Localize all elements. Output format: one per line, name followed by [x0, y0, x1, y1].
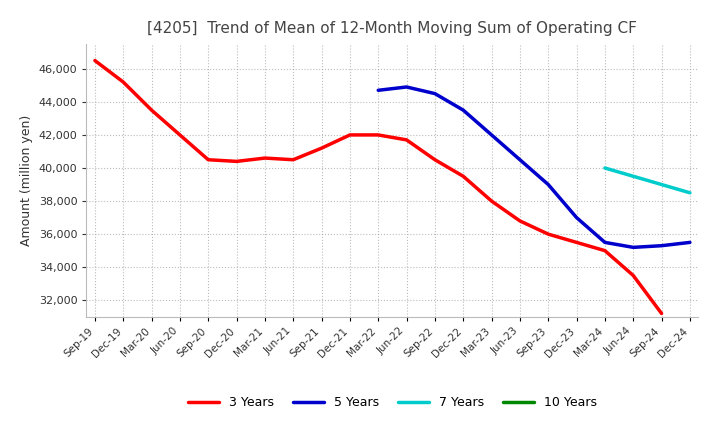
5 Years [459, 107, 467, 113]
5 Years [544, 182, 552, 187]
Line: 7 Years: 7 Years [605, 168, 690, 193]
3 Years [572, 240, 581, 245]
3 Years [204, 157, 212, 162]
7 Years [685, 190, 694, 195]
3 Years [148, 107, 156, 113]
5 Years [487, 132, 496, 138]
3 Years [516, 218, 524, 224]
3 Years [176, 132, 184, 138]
Legend: 3 Years, 5 Years, 7 Years, 10 Years: 3 Years, 5 Years, 7 Years, 10 Years [183, 391, 602, 414]
5 Years [431, 91, 439, 96]
Line: 3 Years: 3 Years [95, 61, 662, 313]
3 Years [487, 198, 496, 204]
5 Years [600, 240, 609, 245]
5 Years [572, 215, 581, 220]
3 Years [402, 137, 411, 143]
3 Years [289, 157, 297, 162]
Title: [4205]  Trend of Mean of 12-Month Moving Sum of Operating CF: [4205] Trend of Mean of 12-Month Moving … [148, 21, 637, 36]
3 Years [346, 132, 354, 138]
3 Years [91, 58, 99, 63]
3 Years [318, 146, 326, 151]
5 Years [516, 157, 524, 162]
3 Years [544, 231, 552, 237]
5 Years [629, 245, 637, 250]
3 Years [431, 157, 439, 162]
Y-axis label: Amount (million yen): Amount (million yen) [20, 115, 33, 246]
5 Years [402, 84, 411, 90]
5 Years [657, 243, 666, 248]
5 Years [374, 88, 382, 93]
3 Years [233, 159, 241, 164]
7 Years [600, 165, 609, 171]
3 Years [119, 79, 127, 84]
7 Years [657, 182, 666, 187]
3 Years [600, 248, 609, 253]
3 Years [629, 273, 637, 278]
3 Years [261, 155, 269, 161]
7 Years [629, 174, 637, 179]
3 Years [374, 132, 382, 138]
3 Years [657, 311, 666, 316]
Line: 5 Years: 5 Years [378, 87, 690, 247]
3 Years [459, 174, 467, 179]
5 Years [685, 240, 694, 245]
